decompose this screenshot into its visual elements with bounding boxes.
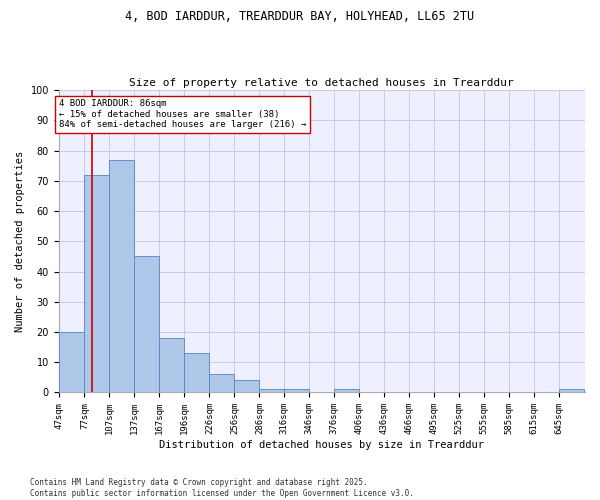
Bar — [134, 256, 160, 392]
Bar — [334, 390, 359, 392]
Text: 4, BOD IARDDUR, TREARDDUR BAY, HOLYHEAD, LL65 2TU: 4, BOD IARDDUR, TREARDDUR BAY, HOLYHEAD,… — [125, 10, 475, 23]
Bar — [284, 390, 310, 392]
X-axis label: Distribution of detached houses by size in Trearddur: Distribution of detached houses by size … — [160, 440, 484, 450]
Bar — [184, 353, 209, 393]
Text: Contains HM Land Registry data © Crown copyright and database right 2025.
Contai: Contains HM Land Registry data © Crown c… — [30, 478, 414, 498]
Bar — [160, 338, 184, 392]
Bar — [209, 374, 235, 392]
Bar — [59, 332, 85, 392]
Bar — [85, 175, 109, 392]
Bar — [259, 390, 284, 392]
Bar — [559, 390, 584, 392]
Bar — [109, 160, 134, 392]
Y-axis label: Number of detached properties: Number of detached properties — [15, 150, 25, 332]
Title: Size of property relative to detached houses in Trearddur: Size of property relative to detached ho… — [130, 78, 514, 88]
Bar — [235, 380, 259, 392]
Text: 4 BOD IARDDUR: 86sqm
← 15% of detached houses are smaller (38)
84% of semi-detac: 4 BOD IARDDUR: 86sqm ← 15% of detached h… — [59, 99, 307, 129]
